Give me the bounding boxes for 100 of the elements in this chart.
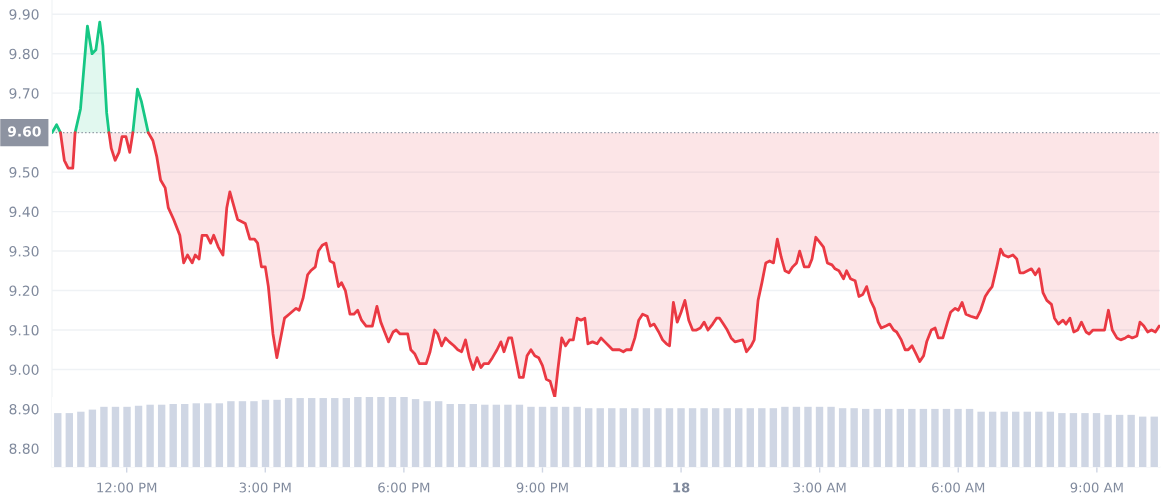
- bar: [1069, 413, 1078, 467]
- bar: [100, 406, 108, 467]
- x-tick-label: 18: [673, 482, 690, 493]
- bar: [861, 408, 870, 467]
- y-tick-label: 8.90: [9, 403, 39, 415]
- y-tick-label: 9.80: [9, 48, 39, 60]
- bar: [596, 408, 604, 467]
- bar: [965, 408, 974, 467]
- bar: [746, 408, 754, 467]
- bar: [1000, 411, 1008, 467]
- bar: [654, 408, 662, 467]
- bar: [850, 408, 858, 467]
- ref-line-label: 9.60: [7, 126, 41, 137]
- bar: [238, 401, 247, 467]
- y-tick-label: 9.10: [9, 324, 39, 336]
- bar: [411, 399, 420, 467]
- bar: [146, 404, 154, 467]
- y-tick-label: 8.80: [9, 443, 39, 454]
- bar: [296, 398, 304, 467]
- bar: [619, 408, 628, 467]
- y-tick-label: 9.20: [9, 285, 39, 297]
- bar: [711, 408, 720, 467]
- bar: [1081, 413, 1089, 467]
- x-tick-label: 3:00 AM: [793, 482, 846, 493]
- bar: [827, 406, 835, 467]
- bar: [342, 398, 351, 467]
- bar: [665, 408, 674, 467]
- bar: [504, 404, 512, 467]
- y-tick-label: 9.90: [9, 9, 39, 20]
- bar: [446, 404, 454, 467]
- bar: [977, 411, 985, 467]
- bar: [307, 398, 316, 467]
- bar: [1127, 414, 1135, 467]
- x-tick-label: 3:00 PM: [239, 482, 291, 493]
- bar: [423, 401, 431, 467]
- bar: [377, 397, 385, 467]
- y-tick-label: 9.00: [9, 364, 39, 375]
- bar: [1058, 413, 1066, 467]
- bar: [792, 406, 801, 467]
- bar: [1104, 414, 1112, 467]
- bar: [735, 408, 743, 467]
- bar: [527, 406, 535, 467]
- bar: [169, 404, 177, 467]
- bar: [919, 408, 928, 467]
- bar: [492, 404, 501, 467]
- bar: [77, 411, 85, 467]
- bar: [561, 406, 570, 467]
- y-tick-label: 9.50: [9, 167, 39, 178]
- bar: [65, 413, 74, 467]
- bar: [284, 398, 293, 467]
- x-tick-label: 6:00 AM: [932, 482, 985, 493]
- bar: [769, 408, 778, 467]
- bar: [319, 398, 327, 467]
- bar: [804, 406, 812, 467]
- x-tick-label: 9:00 AM: [1070, 482, 1123, 493]
- bar: [908, 408, 916, 467]
- bar: [1012, 411, 1020, 467]
- bar: [1046, 411, 1055, 467]
- bar: [1150, 416, 1158, 467]
- bar: [192, 403, 200, 467]
- bar: [157, 404, 166, 467]
- bar: [700, 408, 708, 467]
- bar: [758, 408, 766, 467]
- bar: [631, 408, 639, 467]
- y-tick-label: 9.40: [9, 206, 39, 218]
- bar: [111, 406, 120, 467]
- bar: [354, 397, 362, 467]
- bar: [608, 408, 616, 467]
- bar: [469, 404, 477, 467]
- y-tick-label: 9.70: [9, 88, 39, 99]
- bar: [723, 408, 731, 467]
- bar: [688, 408, 697, 467]
- bar: [988, 411, 997, 467]
- bar: [215, 403, 224, 467]
- bar: [88, 409, 97, 467]
- x-tick-label: 12:00 PM: [97, 482, 157, 493]
- bar: [942, 408, 951, 467]
- bar: [838, 408, 847, 467]
- bar: [181, 404, 189, 467]
- bar: [331, 398, 339, 467]
- bar: [896, 408, 905, 467]
- bar: [434, 401, 443, 467]
- bar: [134, 405, 143, 467]
- bar: [54, 413, 62, 467]
- bar: [573, 406, 581, 467]
- bar: [273, 399, 281, 467]
- bar: [642, 408, 651, 467]
- bar: [515, 404, 524, 467]
- bar: [931, 408, 939, 467]
- x-tick-label: 9:00 PM: [516, 482, 568, 493]
- bar: [1115, 414, 1124, 467]
- bar: [873, 408, 881, 467]
- bar: [550, 406, 558, 467]
- bar: [1023, 411, 1031, 467]
- bar: [227, 401, 235, 467]
- bar: [204, 403, 212, 467]
- y-tick-label: 9.30: [9, 246, 39, 257]
- bar: [1035, 411, 1043, 467]
- bar: [458, 404, 466, 467]
- bar: [388, 397, 397, 467]
